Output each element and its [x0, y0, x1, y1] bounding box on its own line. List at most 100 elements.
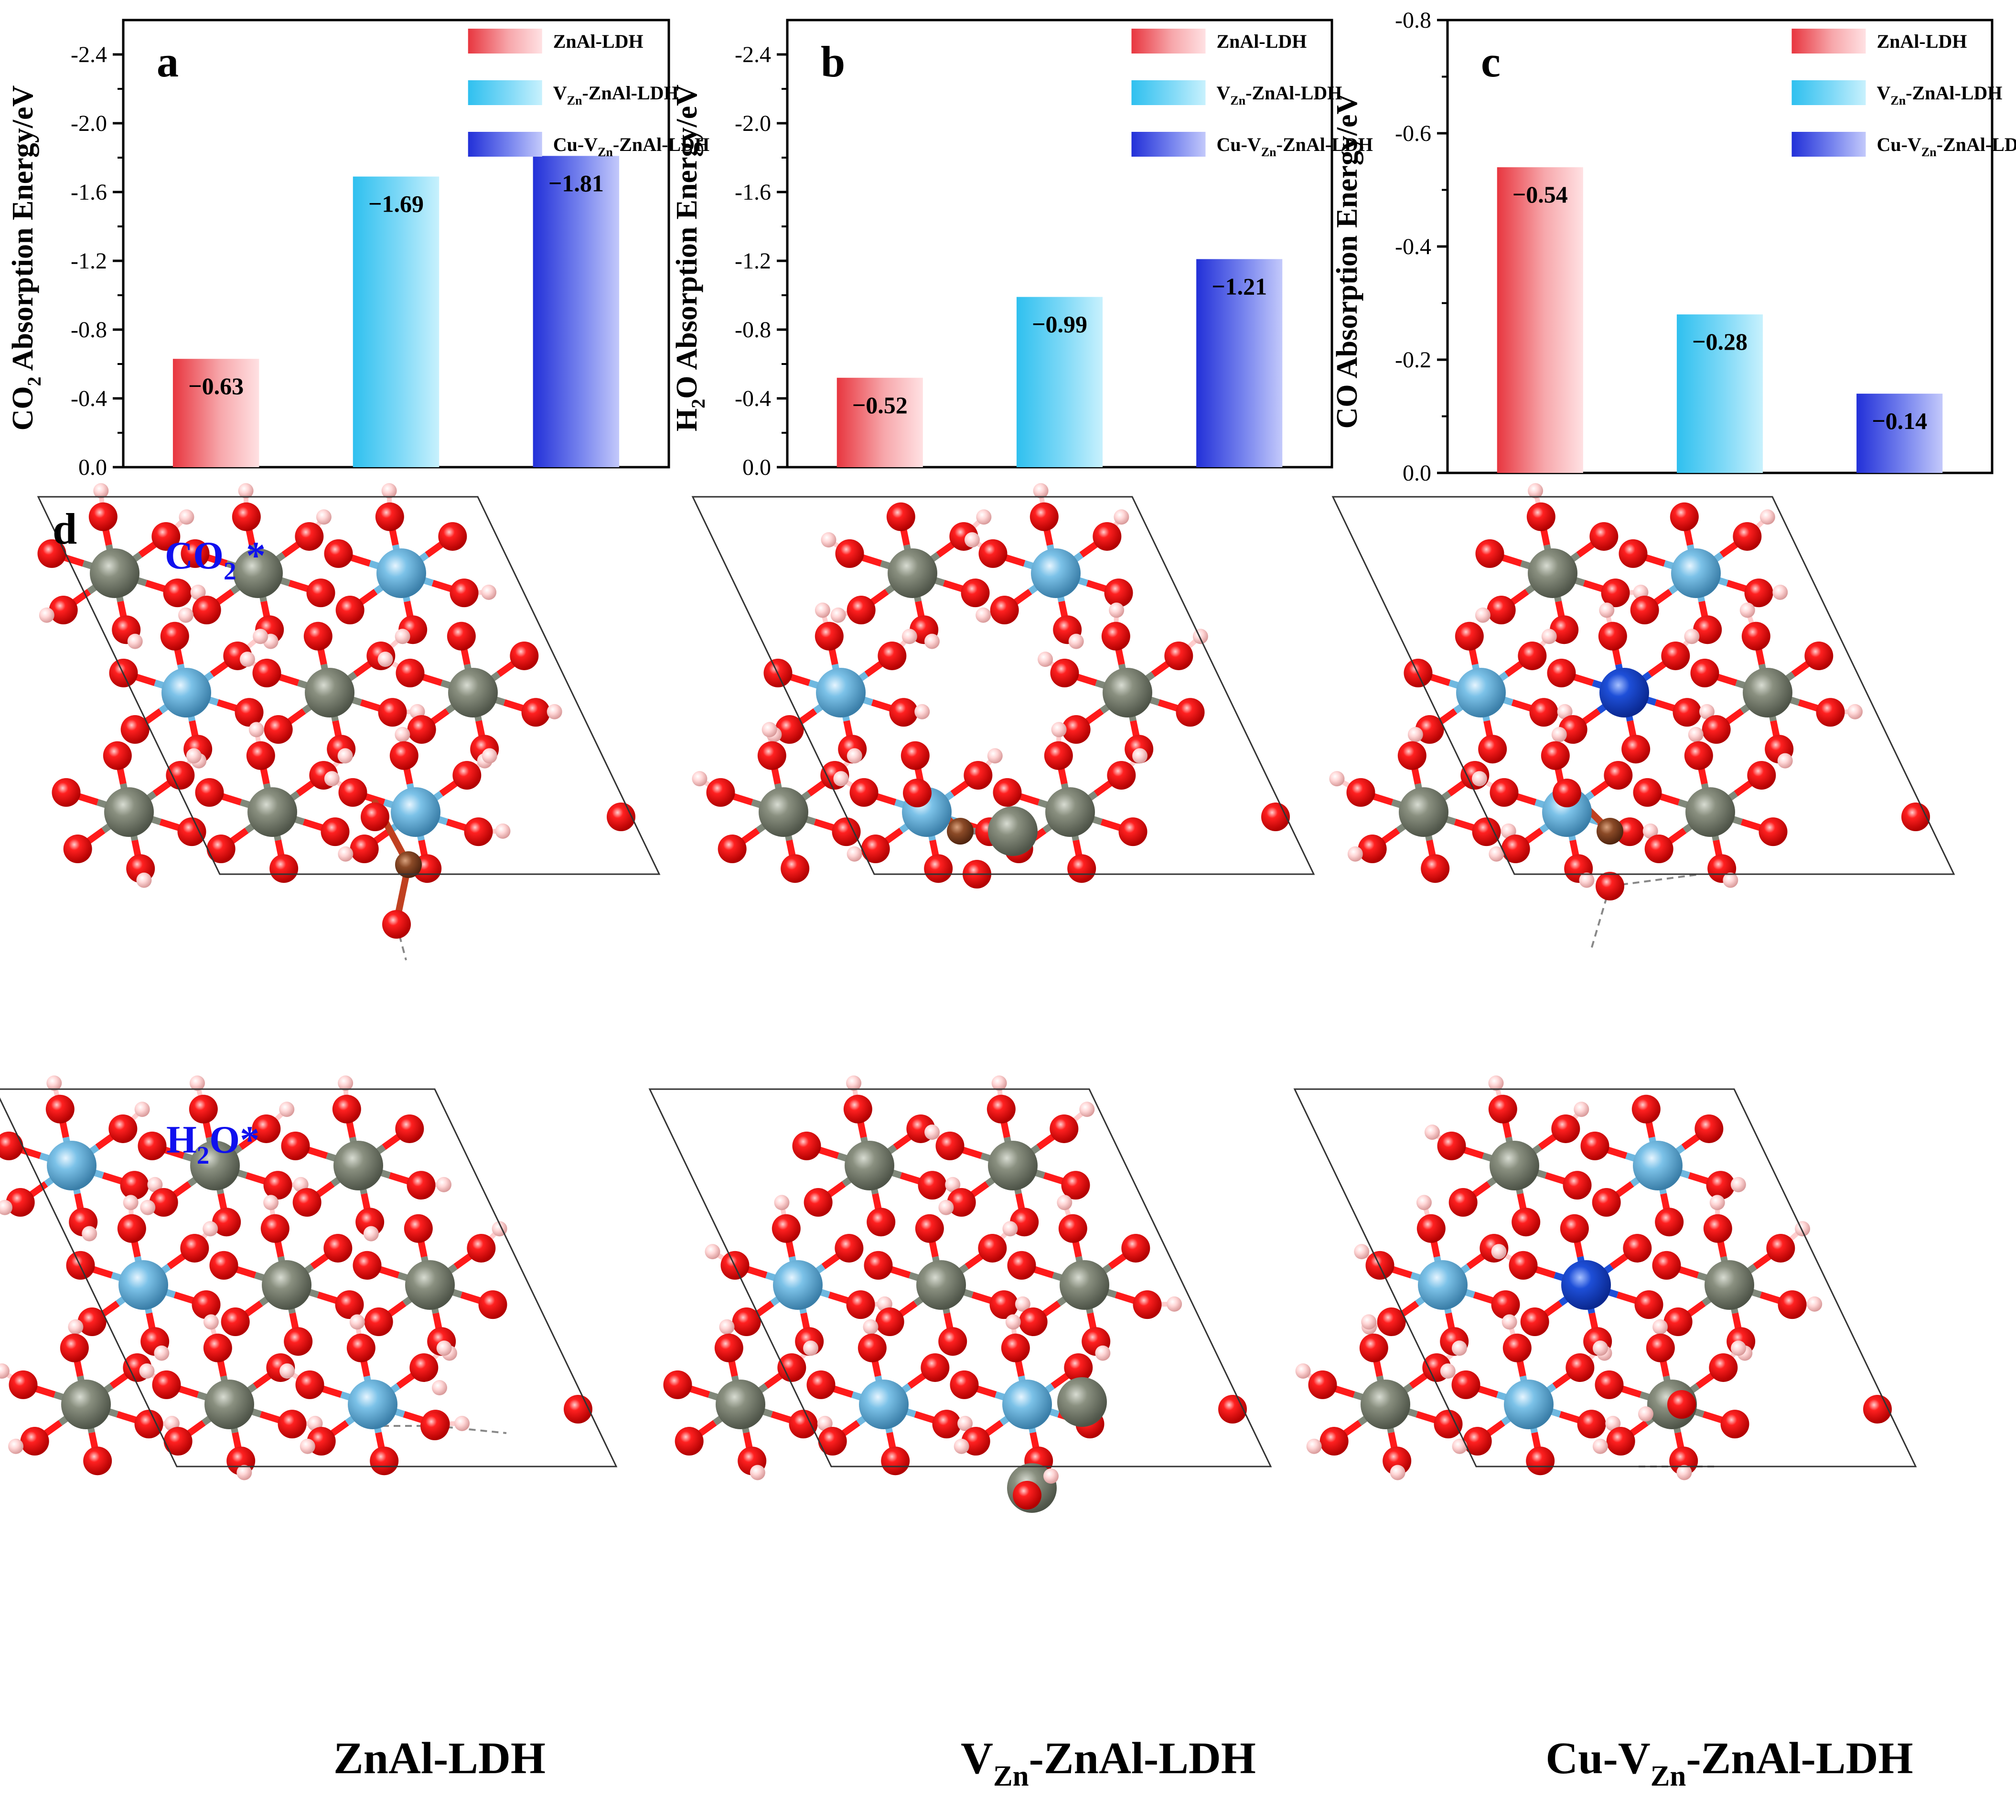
oxygen-atom [1416, 1214, 1446, 1243]
oxygen-atom [260, 1214, 290, 1243]
hydrogen-atom [1759, 509, 1775, 525]
y-tick-label: -0.4 [1395, 234, 1431, 259]
bar-s2 [353, 176, 440, 468]
oxygen-atom [675, 1427, 704, 1456]
oxygen-atom [221, 1307, 250, 1337]
legend-entry-s3-suffix: -ZnAl-LDH [1276, 134, 1373, 155]
column-label-3-subscript: Zn [1651, 1760, 1686, 1792]
oxygen-atom [1118, 817, 1147, 846]
oxygen-atom [1164, 641, 1193, 670]
y-axis-label-text: CO [7, 386, 39, 430]
oxygen-atom [292, 1188, 322, 1217]
hydrogen-atom [924, 633, 940, 649]
oxygen-atom [1501, 835, 1530, 864]
carbon-atom [395, 851, 422, 878]
column-label-2-text: V [961, 1734, 993, 1783]
hydrogen-atom [1739, 602, 1755, 618]
legend-entry-s3: Cu-VZn-ZnAl-LDH [1216, 134, 1373, 159]
unit-cell [0, 1088, 618, 1467]
oxygen-atom [1702, 715, 1731, 744]
hydrogen-atom [381, 483, 397, 499]
hydrogen-atom [1592, 1340, 1608, 1356]
oxygen-atom [947, 1188, 976, 1217]
hydrogen-atom [39, 607, 54, 623]
oxygen-atom [789, 1410, 818, 1439]
zinc-atom [988, 806, 1038, 856]
oxygen-atom [1667, 1390, 1696, 1419]
hydrogen-atom [1329, 771, 1345, 787]
oxygen-atom [353, 1251, 382, 1280]
aluminum-atom [391, 787, 440, 837]
y-axis-label-suffix: Absorption Energy/eV [1331, 93, 1363, 384]
hydrogen-atom [1676, 1465, 1692, 1480]
oxygen-atom [1319, 1427, 1349, 1456]
zinc-atom [888, 548, 937, 598]
oxygen-atom [1463, 1427, 1492, 1456]
hydrogen-atom [1599, 602, 1615, 618]
hydrogen-atom [1354, 1244, 1370, 1260]
oxygen-atom [1670, 502, 1699, 531]
oxygen-atom [1472, 817, 1501, 846]
hydrogen-atom [134, 1102, 150, 1117]
hydrogen-atom [1057, 1195, 1072, 1210]
legend-entry-s1-text: ZnAl-LDH [1877, 31, 1967, 52]
oxygen-atom [1598, 621, 1627, 651]
hydrogen-atom [1424, 1124, 1440, 1140]
zinc-atom [1490, 1141, 1539, 1190]
ldh-structure [0, 1075, 618, 1480]
legend-entry-s3-text: Cu-V [553, 134, 598, 155]
aluminum-atom [161, 668, 211, 717]
oxygen-atom [1050, 658, 1079, 687]
hydrogen-atom [1574, 1102, 1589, 1117]
oxygen-atom [1451, 1370, 1480, 1399]
hydrogen-atom [945, 1177, 961, 1192]
column-label-2-suffix: -ZnAl-LDH [1029, 1734, 1256, 1783]
oxygen-atom [335, 596, 365, 625]
oxygen-atom [160, 621, 189, 651]
y-tick-label: -2.0 [71, 111, 107, 136]
oxygen-atom [1630, 596, 1659, 625]
oxygen-atom [1615, 817, 1644, 846]
hydrogen-atom [349, 1314, 365, 1330]
unit-cell [691, 496, 1315, 875]
hydrogen-atom [774, 1195, 790, 1210]
ldh-structure [691, 483, 1315, 889]
y-tick-label: 0.0 [742, 455, 771, 480]
oxygen-atom [1631, 1094, 1661, 1124]
oxygen-atom [195, 778, 224, 807]
legend-entry-s3-subscript: Zn [1921, 145, 1937, 159]
oxygen-atom [252, 658, 281, 687]
hydrogen-atom [705, 1244, 720, 1260]
bar-s1 [1497, 167, 1583, 473]
oxygen-atom [324, 539, 353, 568]
aluminum-atom [1504, 1380, 1554, 1429]
hydrogen-atom [203, 1221, 218, 1237]
hydrogen-atom [1416, 1195, 1432, 1210]
oxygen-atom [6, 1188, 35, 1217]
oxygen-atom [835, 1233, 864, 1263]
hydrogen-atom [1501, 1314, 1517, 1330]
oxygen-atom [396, 658, 425, 687]
hydrogen-atom [1038, 652, 1053, 667]
aluminum-atom [1418, 1260, 1468, 1310]
oxygen-atom [1661, 641, 1690, 670]
oxygen-atom [1526, 502, 1555, 531]
copper-atom [1561, 1260, 1611, 1310]
aluminum-atom [376, 548, 426, 598]
hydrogen-atom [821, 532, 836, 548]
ldh-structure [37, 483, 661, 961]
oxygen-atom [1553, 779, 1581, 807]
oxygen-atom [1013, 1481, 1041, 1510]
hydrogen-atom [1652, 1319, 1668, 1335]
legend-entry-s3-text: Cu-V [1216, 134, 1261, 155]
oxygen-atom [1595, 1370, 1624, 1399]
oxygen-atom [1577, 1410, 1606, 1439]
oxygen-atom [1529, 698, 1558, 727]
hydrogen-atom [1033, 483, 1049, 499]
hydrogen-atom [976, 509, 992, 525]
hydrogen-atom [140, 1199, 156, 1215]
oxygen-atom [1455, 621, 1484, 651]
hydrogen-atom [803, 1340, 819, 1356]
zinc-atom [405, 1260, 455, 1310]
